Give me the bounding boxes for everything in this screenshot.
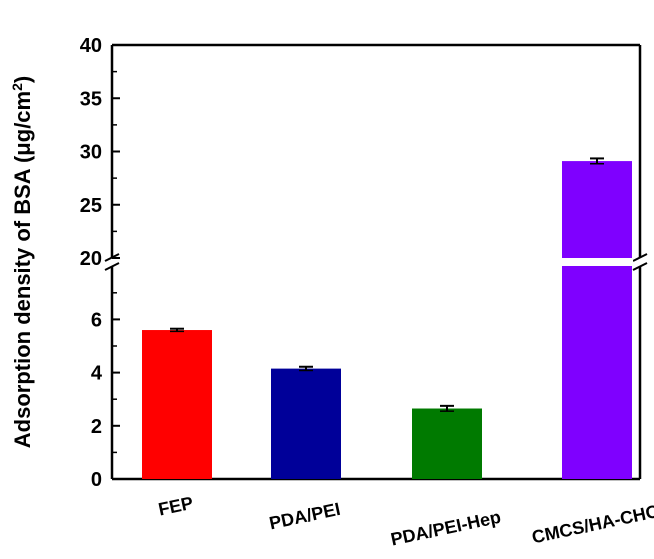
y-ticks: 0 2 4 6 20 25 30 35 40	[80, 35, 120, 491]
axis-break-mark-right-bottom	[632, 262, 648, 271]
bar-3	[412, 408, 482, 479]
y-tick-label: 30	[80, 142, 102, 164]
x-tick-label: CMCS/HA-CHO	[530, 501, 654, 548]
bar-4	[562, 161, 632, 479]
x-tick-label: PDA/PEI-Hep	[389, 507, 503, 550]
x-tick-labels: FEP PDA/PEI PDA/PEI-Hep CMCS/HA-CHO	[157, 493, 654, 550]
y-tick-label: 4	[91, 363, 103, 385]
y-axis-label: Adsorption density of BSA (μg/cm2)	[9, 76, 35, 448]
y-tick-label: 20	[80, 248, 102, 270]
x-tick-label: PDA/PEI	[267, 499, 342, 534]
y-tick-label: 40	[80, 35, 102, 57]
bars	[142, 157, 633, 479]
y-tick-label: 6	[91, 309, 102, 331]
x-tick-label: FEP	[157, 493, 195, 520]
bar-1	[142, 330, 212, 479]
axis-break-mark-left-bottom	[104, 262, 120, 271]
y-tick-label: 25	[80, 195, 102, 217]
y-tick-label: 0	[91, 469, 102, 491]
bar-2	[271, 368, 341, 479]
y-tick-label: 2	[91, 416, 102, 438]
axis-break-mark-right-top	[632, 253, 648, 262]
y-tick-label: 35	[80, 88, 102, 110]
bar-break-gap	[561, 258, 633, 266]
